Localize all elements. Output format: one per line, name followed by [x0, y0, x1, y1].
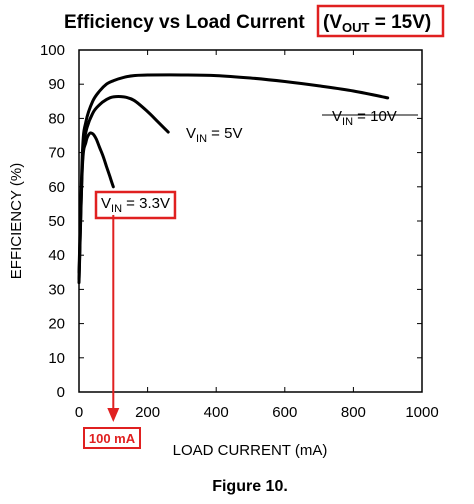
y-tick-label: 90: [48, 76, 65, 93]
x-axis-ticks: 0 200 400 600 800 1000: [75, 50, 439, 421]
y-tick-label: 0: [57, 384, 65, 401]
x-tick-label: 800: [341, 404, 366, 421]
y-tick-label: 60: [48, 179, 65, 196]
series-label: VIN = 5V: [186, 125, 242, 145]
x-tick-label: 0: [75, 404, 83, 421]
y-tick-label: 100: [40, 42, 65, 59]
x-tick-label: 200: [135, 404, 160, 421]
y-axis-label: EFFICIENCY (%): [8, 163, 25, 279]
annotation-arrowhead: [107, 408, 120, 422]
title-highlight: (VOUT = 15V): [323, 12, 431, 35]
y-tick-label: 20: [48, 316, 65, 333]
x-tick-label: 1000: [405, 404, 438, 421]
y-tick-label: 10: [48, 350, 65, 367]
x-tick-label: 400: [204, 404, 229, 421]
title-highlight-box: [316, 4, 445, 38]
chart-title: Efficiency vs Load Current: [64, 12, 305, 33]
figure-caption: Figure 10.: [212, 478, 288, 495]
series-curves: [77, 73, 390, 285]
y-tick-label: 80: [48, 110, 65, 127]
annotation-label: 100 mA: [89, 431, 136, 446]
plot-frame: [78, 49, 423, 393]
curve-vin-10v: [77, 73, 390, 274]
curve-vin-3v3: [77, 131, 115, 285]
series-label: VIN = 3.3V: [101, 195, 170, 215]
y-tick-label: 40: [48, 247, 65, 264]
series-labels: VIN = 10V VIN = 5V VIN = 3.3V: [94, 108, 418, 220]
y-tick-label: 70: [48, 145, 65, 162]
x-axis-label: LOAD CURRENT (mA): [173, 442, 328, 459]
annotation-label-box: [83, 427, 141, 449]
x-tick-label: 600: [272, 404, 297, 421]
series-label-highlight-box: [94, 190, 177, 220]
curve-vin-5v: [77, 94, 170, 281]
y-axis-ticks: 0 10 20 30 40 50 60 70 80 90 100: [40, 42, 422, 401]
y-tick-label: 30: [48, 281, 65, 298]
y-tick-label: 50: [48, 213, 65, 230]
series-label: VIN = 10V: [332, 108, 397, 128]
current-annotation: 100 mA: [83, 215, 141, 449]
